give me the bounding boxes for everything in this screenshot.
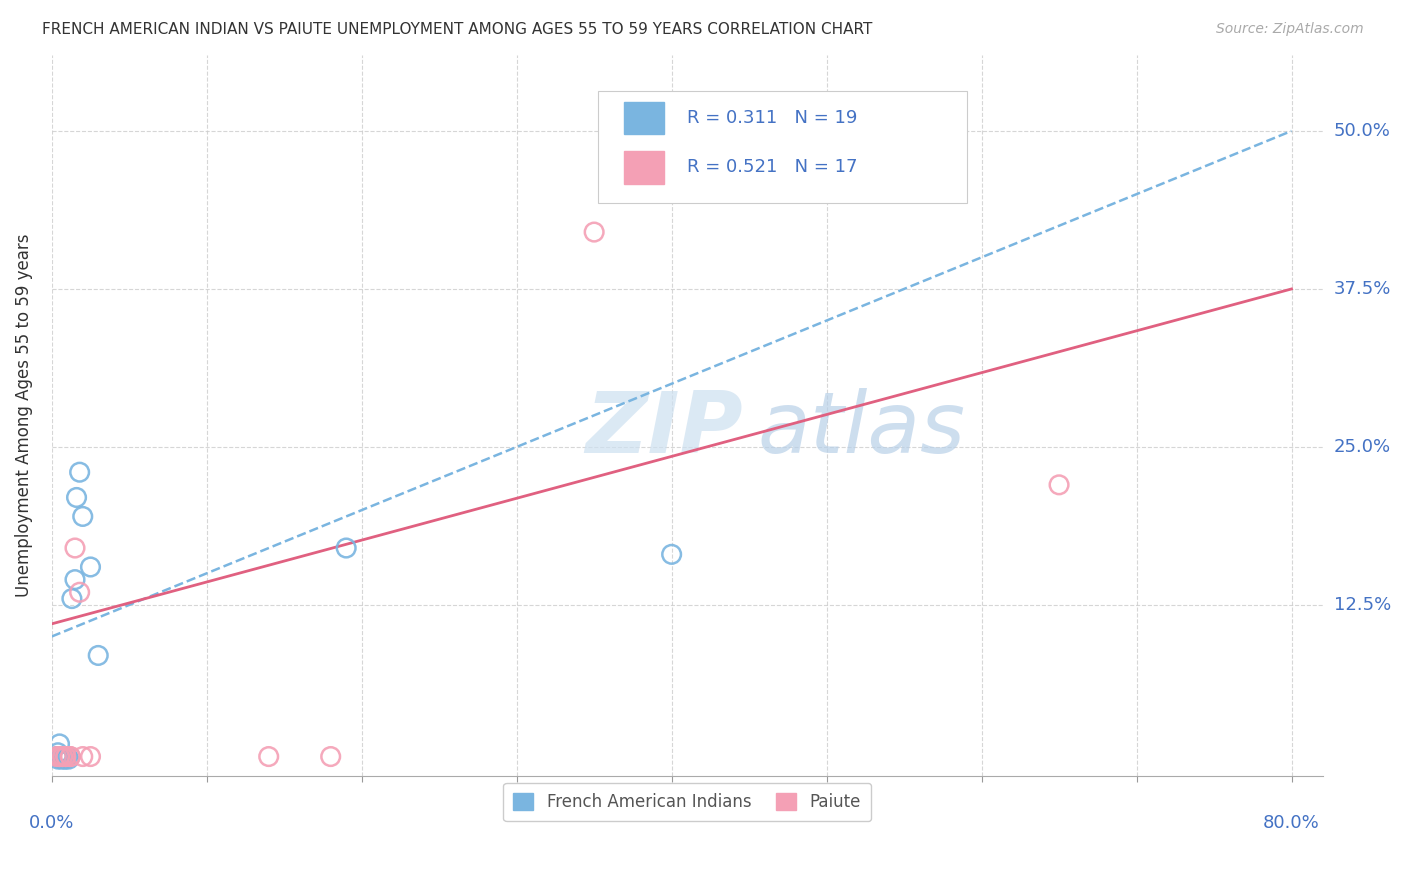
Point xyxy=(1047,478,1070,492)
Point xyxy=(72,749,94,764)
Point xyxy=(56,749,79,764)
Y-axis label: Unemployment Among Ages 55 to 59 years: Unemployment Among Ages 55 to 59 years xyxy=(15,234,32,597)
Point xyxy=(60,591,83,606)
Point xyxy=(72,509,94,524)
Point xyxy=(58,752,80,766)
Point xyxy=(55,749,77,764)
Point xyxy=(55,749,77,764)
Point xyxy=(79,560,101,574)
Text: FRENCH AMERICAN INDIAN VS PAIUTE UNEMPLOYMENT AMONG AGES 55 TO 59 YEARS CORRELAT: FRENCH AMERICAN INDIAN VS PAIUTE UNEMPLO… xyxy=(42,22,873,37)
Text: 50.0%: 50.0% xyxy=(1334,122,1391,140)
Point xyxy=(49,752,72,766)
Text: 80.0%: 80.0% xyxy=(1263,814,1320,832)
Point xyxy=(69,465,91,479)
Text: R = 0.311   N = 19: R = 0.311 N = 19 xyxy=(688,109,858,128)
Point xyxy=(69,585,91,599)
Point xyxy=(63,573,86,587)
Point xyxy=(45,749,67,764)
Point xyxy=(46,752,69,766)
Point xyxy=(45,749,67,764)
FancyBboxPatch shape xyxy=(624,102,664,135)
Point xyxy=(319,749,342,764)
Point xyxy=(46,746,69,760)
Legend: French American Indians, Paiute: French American Indians, Paiute xyxy=(503,783,870,822)
Text: atlas: atlas xyxy=(756,388,965,471)
Point xyxy=(59,749,82,764)
Point xyxy=(87,648,110,663)
Point xyxy=(48,737,70,751)
Point xyxy=(63,541,86,555)
Point xyxy=(52,749,75,764)
FancyBboxPatch shape xyxy=(624,151,664,184)
Point xyxy=(52,749,75,764)
Text: 0.0%: 0.0% xyxy=(30,814,75,832)
Text: R = 0.521   N = 17: R = 0.521 N = 17 xyxy=(688,159,858,177)
Text: ZIP: ZIP xyxy=(585,388,744,471)
Point xyxy=(79,749,101,764)
Point xyxy=(48,749,70,764)
Point xyxy=(335,541,357,555)
Point xyxy=(48,749,70,764)
Text: Source: ZipAtlas.com: Source: ZipAtlas.com xyxy=(1216,22,1364,37)
Point xyxy=(65,491,87,505)
Point xyxy=(661,547,683,561)
Point xyxy=(53,752,76,766)
Text: 25.0%: 25.0% xyxy=(1334,438,1391,456)
Point xyxy=(59,749,82,764)
Text: 12.5%: 12.5% xyxy=(1334,596,1391,614)
Point xyxy=(583,225,606,239)
Point xyxy=(257,749,280,764)
FancyBboxPatch shape xyxy=(598,91,967,202)
Text: 37.5%: 37.5% xyxy=(1334,280,1391,298)
Point xyxy=(52,749,75,764)
Point xyxy=(55,752,77,766)
